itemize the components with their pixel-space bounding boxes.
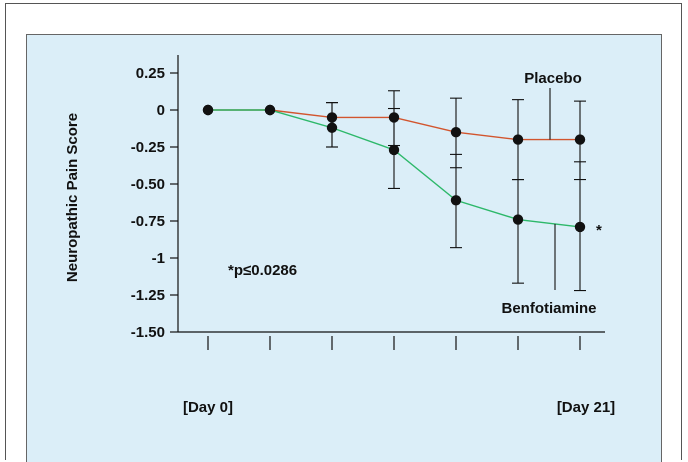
data-point-benfotiamine (512, 214, 524, 225)
y-tick-label: 0 (157, 102, 165, 119)
data-point-placebo (326, 112, 338, 123)
data-point-placebo (450, 127, 462, 138)
p-value-annotation: *p≤0.0286 (228, 262, 297, 279)
chart-panel (26, 34, 662, 462)
data-point-placebo (512, 134, 524, 145)
data-point-placebo (574, 134, 586, 145)
series-label-placebo: Placebo (524, 70, 582, 87)
data-points (202, 104, 586, 233)
y-tick-label: -1 (152, 250, 165, 267)
x-ticks (207, 336, 581, 350)
y-tick-label: -0.25 (131, 139, 165, 156)
y-tick-label: 0.25 (136, 65, 165, 82)
data-point-placebo (388, 112, 400, 123)
data-point-benfotiamine (264, 104, 276, 116)
series-label-benfotiamine: Benfotiamine (501, 300, 596, 317)
y-tick-label: -0.75 (131, 213, 165, 230)
data-point-benfotiamine (450, 195, 462, 206)
data-point-benfotiamine (326, 122, 338, 133)
y-ticks: 0.25 0 -0.25 -0.50 -0.75 -1 -1.25 -1.50 (131, 65, 178, 341)
y-tick-label: -1.25 (131, 287, 165, 304)
data-point-benfotiamine (574, 221, 586, 233)
data-point-benfotiamine (388, 144, 400, 156)
axes: 0.25 0 -0.25 -0.50 -0.75 -1 -1.25 -1.50 (131, 55, 605, 350)
y-tick-label: -1.50 (131, 324, 165, 341)
x-label-day-0: [Day 0] (183, 399, 233, 416)
y-tick-label: -0.50 (131, 176, 165, 193)
error-bars (326, 90, 586, 292)
x-label-day-21: [Day 21] (557, 399, 615, 416)
data-point-benfotiamine (202, 104, 214, 116)
y-axis-title: Neuropathic Pain Score (64, 113, 81, 282)
series-labels: Placebo Benfotiamine (501, 70, 596, 317)
significance-asterisk: * (596, 222, 602, 239)
